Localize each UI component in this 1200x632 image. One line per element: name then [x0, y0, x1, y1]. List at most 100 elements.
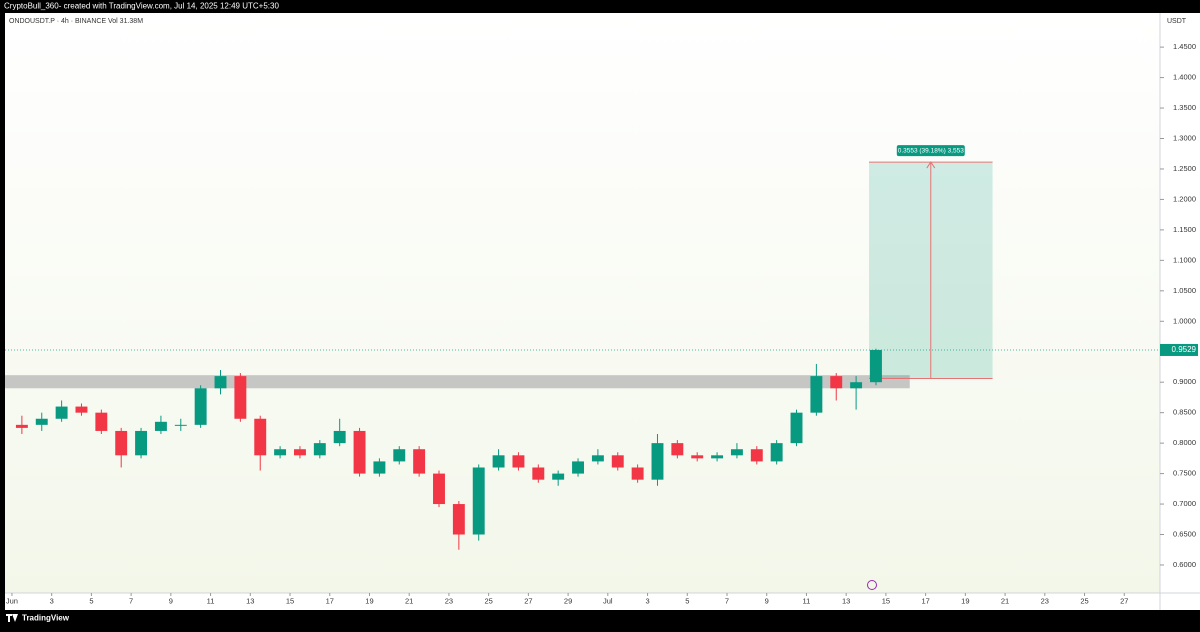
x-tick-label: 27 — [524, 596, 532, 605]
candle-body — [671, 443, 684, 456]
candle-body — [512, 455, 525, 468]
plot-area — [5, 13, 1160, 593]
candle-body — [572, 461, 584, 474]
y-tick-label: 1.3000 — [1173, 133, 1196, 142]
candle-body — [214, 376, 227, 389]
price-axis — [1160, 13, 1200, 593]
candle-body — [274, 449, 287, 456]
x-tick-label: 15 — [882, 596, 890, 605]
x-tick-label: 17 — [921, 596, 929, 605]
y-tick-label: 0.8500 — [1173, 408, 1196, 417]
symbol-legend: ONDOUSDT.P · 4h · BINANCE — [9, 18, 106, 25]
time-axis — [5, 593, 1200, 610]
y-tick-label: 1.1000 — [1173, 255, 1196, 264]
last-price-tag — [1160, 343, 1198, 356]
x-tick-label: 19 — [961, 596, 969, 605]
y-tick-label: 1.2500 — [1173, 164, 1196, 173]
candle-body — [433, 473, 445, 505]
candle-body — [373, 461, 386, 474]
volume-legend: Vol 31.38M — [108, 18, 143, 25]
y-tick-label: 0.7000 — [1173, 499, 1196, 508]
candle-body — [830, 376, 843, 389]
candle-body — [631, 467, 644, 480]
y-tick-label: 1.1500 — [1173, 225, 1196, 234]
y-tick-label: 0.6000 — [1173, 560, 1196, 569]
candle-body — [174, 424, 187, 426]
position-label: 0.3553 (39.18%) 3,553 — [898, 147, 965, 154]
y-tick-label: 1.0000 — [1173, 316, 1196, 325]
position-label-bg — [896, 145, 965, 157]
axis-unit: USDT — [1167, 18, 1187, 25]
x-tick-label: 3 — [645, 596, 649, 605]
last-price-label: 0.9529 — [1172, 345, 1197, 354]
candle-body — [254, 418, 267, 456]
y-tick-label: 1.4500 — [1173, 42, 1196, 51]
candle-body — [691, 455, 704, 459]
x-tick-label: 13 — [246, 596, 254, 605]
brand: TradingView — [22, 614, 70, 623]
zone — [5, 375, 910, 389]
candle-body — [790, 412, 803, 444]
y-tick-label: 0.6500 — [1173, 529, 1196, 538]
y-tick-label: 1.3500 — [1173, 103, 1196, 112]
x-tick-label: Jun — [6, 596, 18, 605]
x-tick-label: 5 — [685, 596, 689, 605]
x-tick-label: 11 — [207, 596, 215, 605]
y-tick-label: 0.9000 — [1173, 377, 1196, 386]
candle-body — [75, 406, 88, 413]
candle-body — [870, 349, 882, 383]
candle-body — [194, 388, 207, 425]
candle-body — [591, 455, 604, 462]
x-tick-label: 21 — [405, 596, 413, 605]
candle-body — [472, 467, 485, 535]
candle-body — [234, 376, 247, 419]
x-tick-label: 25 — [484, 596, 492, 605]
candle-body — [115, 430, 128, 456]
candle-body — [313, 443, 326, 456]
candle-body — [353, 430, 366, 474]
candle-body — [552, 473, 565, 480]
x-tick-label: 5 — [89, 596, 93, 605]
x-tick-label: 23 — [1041, 596, 1049, 605]
y-tick-label: 1.2000 — [1173, 194, 1196, 203]
candle-body — [750, 449, 763, 462]
x-tick-label: 7 — [129, 596, 133, 605]
candle-body — [413, 449, 426, 474]
x-tick-label: 27 — [1120, 596, 1128, 605]
candle-body — [810, 376, 823, 413]
logo — [6, 614, 18, 622]
candle-body — [730, 449, 743, 456]
x-tick-label: 23 — [445, 596, 453, 605]
candle-body — [333, 430, 346, 444]
x-tick-label: 21 — [1001, 596, 1009, 605]
arrow-head — [926, 161, 936, 169]
x-tick-label: 3 — [50, 596, 54, 605]
x-tick-label: 9 — [765, 596, 769, 605]
candle-body — [393, 449, 406, 462]
candle-body — [611, 455, 624, 468]
candle-body — [15, 424, 28, 428]
candle-body — [532, 467, 545, 480]
candle-body — [850, 382, 863, 389]
x-tick-label: 7 — [725, 596, 729, 605]
x-tick-label: 15 — [286, 596, 294, 605]
y-tick-label: 0.7500 — [1173, 469, 1196, 478]
x-tick-label: 19 — [365, 596, 373, 605]
candle-body — [35, 418, 48, 425]
x-tick-label: 29 — [564, 596, 572, 605]
header-text: CryptoBull_360- created with TradingView… — [4, 2, 279, 11]
candle-body — [452, 504, 465, 535]
y-tick-label: 1.4000 — [1173, 73, 1196, 82]
candle-body — [154, 421, 167, 431]
x-tick-label: 9 — [169, 596, 173, 605]
candle-body — [770, 443, 783, 462]
y-tick-label: 1.0500 — [1173, 286, 1196, 295]
x-tick-label: Jul — [603, 596, 613, 605]
x-tick-label: 11 — [803, 596, 811, 605]
x-tick-label: 25 — [1080, 596, 1088, 605]
candle-body — [55, 406, 68, 419]
x-tick-label: 13 — [842, 596, 850, 605]
event-icon[interactable] — [867, 580, 877, 590]
